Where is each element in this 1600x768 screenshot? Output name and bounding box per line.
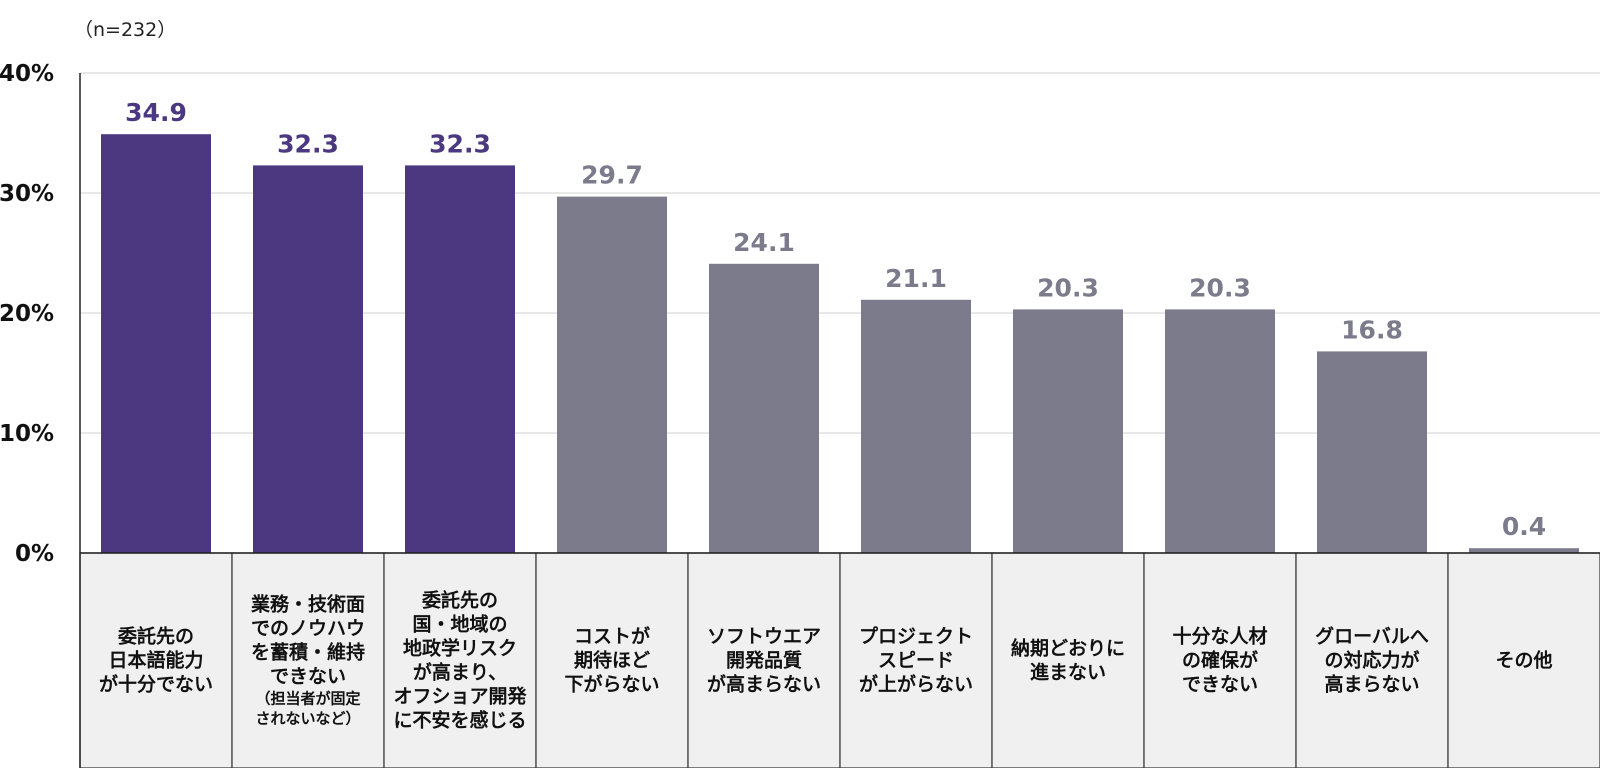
category-label: グローバルへ	[1315, 625, 1429, 648]
y-axis-ticks: 0% 10% 20% 30% 40%	[0, 61, 54, 567]
bar	[861, 299, 971, 553]
category-sublabel: （担当者が固定	[255, 690, 360, 708]
category-label: 下がらない	[564, 673, 659, 696]
category-label: に不安を感じる	[393, 709, 526, 732]
category-label: が上がらない	[859, 673, 973, 696]
category-cell	[1143, 552, 1297, 768]
category-label: の対応力が	[1324, 649, 1419, 672]
category-label: が十分でない	[99, 673, 213, 696]
y-tick-label: 30%	[0, 181, 54, 207]
category-label: 納期どおりに	[1011, 637, 1125, 660]
category-label: 地政学リスク	[403, 637, 517, 660]
category-label: 業務・技術面	[250, 593, 365, 616]
category-label: コストが	[574, 625, 650, 648]
category-label: が高まり、	[413, 661, 507, 684]
category-label: プロジェクト	[859, 625, 973, 648]
category-cell	[1447, 552, 1600, 768]
data-label: 32.3	[277, 129, 339, 158]
bar	[557, 196, 667, 553]
category-label: 十分な人材	[1172, 625, 1267, 648]
bars	[101, 134, 1579, 553]
category-label: できない	[1182, 674, 1258, 696]
category-label: 国・地域の	[412, 613, 507, 636]
data-label: 20.3	[1037, 273, 1099, 302]
category-cell	[991, 552, 1145, 768]
category-label: 進まない	[1030, 662, 1106, 684]
category-label: を蓄積・維持	[251, 641, 365, 664]
category-label: 期待ほど	[574, 649, 650, 672]
y-tick-label: 10%	[0, 421, 54, 447]
data-label: 32.3	[429, 129, 491, 158]
value-labels: 34.9 32.3 32.3 29.7 24.1 21.1 20.3 20.3 16.8 0.4	[125, 98, 1546, 541]
data-label: 34.9	[125, 98, 187, 127]
sample-size-note: （n=232）	[74, 19, 176, 41]
category-label: 委託先の	[117, 625, 194, 648]
data-label: 24.1	[733, 228, 795, 257]
data-label: 20.3	[1189, 273, 1251, 302]
category-cell	[535, 552, 689, 768]
category-cell	[231, 552, 385, 768]
bar	[405, 165, 515, 553]
y-tick-label: 20%	[0, 301, 54, 327]
category-sublabel: されないなど）	[255, 710, 360, 728]
bar	[101, 134, 211, 553]
category-label: ソフトウエア	[707, 626, 821, 648]
category-label: 委託先の	[421, 589, 498, 612]
bar	[253, 165, 363, 553]
bar	[1165, 309, 1275, 553]
category-label: が高まらない	[707, 673, 821, 696]
bar	[1317, 351, 1427, 553]
category-label: 開発品質	[726, 649, 802, 672]
category-label: その他	[1495, 649, 1552, 672]
category-table: 委託先の日本語能力が十分でない業務・技術面でのノウハウを蓄積・維持できない（担当…	[79, 552, 1600, 768]
bar	[1013, 309, 1123, 553]
category-cell	[1295, 552, 1449, 768]
category-cell	[839, 552, 993, 768]
category-label: 高まらない	[1324, 673, 1419, 696]
category-label: オフショア開発	[393, 685, 527, 708]
y-tick-label: 40%	[0, 61, 54, 87]
data-label: 0.4	[1502, 512, 1546, 541]
bar	[709, 263, 819, 553]
category-label: スピード	[878, 650, 954, 672]
category-label: できない	[270, 666, 346, 688]
category-label: の確保が	[1182, 649, 1258, 672]
data-label: 29.7	[581, 161, 643, 190]
category-cell	[383, 552, 537, 768]
category-label: でのノウハウ	[251, 618, 365, 640]
bar	[1469, 548, 1579, 553]
category-label: 日本語能力	[108, 649, 203, 672]
data-label: 21.1	[885, 264, 947, 293]
data-label: 16.8	[1341, 315, 1403, 344]
category-cell	[79, 552, 233, 768]
y-tick-label: 0%	[15, 541, 54, 567]
